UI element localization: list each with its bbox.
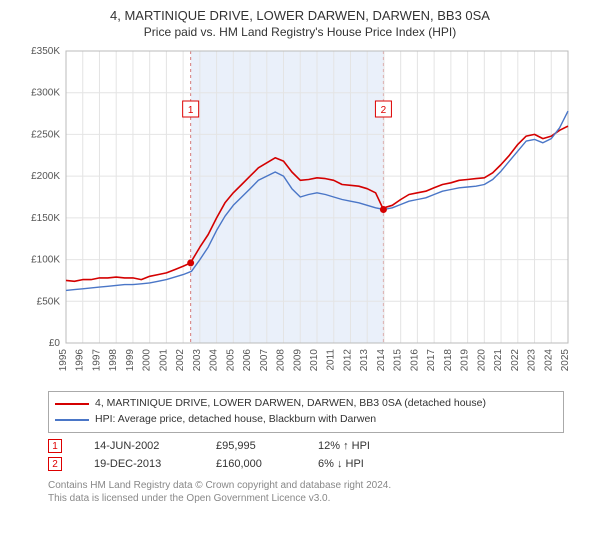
- svg-text:2004: 2004: [209, 349, 220, 372]
- svg-text:2012: 2012: [342, 349, 353, 372]
- txn-price: £95,995: [216, 440, 286, 452]
- txn-date: 14-JUN-2002: [94, 440, 184, 452]
- svg-text:2025: 2025: [560, 349, 571, 372]
- svg-text:2002: 2002: [175, 349, 186, 372]
- svg-text:1998: 1998: [108, 349, 119, 372]
- legend-swatch-series2: [55, 419, 89, 421]
- svg-text:£50K: £50K: [37, 296, 61, 307]
- svg-text:2010: 2010: [309, 349, 320, 372]
- txn-date: 19-DEC-2013: [94, 458, 184, 470]
- svg-text:2: 2: [381, 105, 387, 116]
- txn-price: £160,000: [216, 458, 286, 470]
- chart-subtitle: Price paid vs. HM Land Registry's House …: [8, 25, 592, 39]
- txn-delta: 12% ↑ HPI: [318, 440, 370, 452]
- svg-text:1997: 1997: [91, 349, 102, 372]
- svg-text:1995: 1995: [58, 349, 69, 372]
- svg-text:2000: 2000: [142, 349, 153, 372]
- svg-text:2024: 2024: [543, 349, 554, 372]
- transaction-row: 1 14-JUN-2002 £95,995 12% ↑ HPI: [48, 437, 564, 455]
- svg-text:2014: 2014: [376, 349, 387, 372]
- legend-swatch-series1: [55, 403, 89, 405]
- svg-text:1996: 1996: [75, 349, 86, 372]
- svg-text:2001: 2001: [158, 349, 169, 372]
- footer-line: This data is licensed under the Open Gov…: [48, 492, 564, 505]
- svg-text:2022: 2022: [510, 349, 521, 372]
- transactions-table: 1 14-JUN-2002 £95,995 12% ↑ HPI 2 19-DEC-2013…: [48, 437, 564, 473]
- svg-text:£300K: £300K: [31, 88, 60, 99]
- svg-text:2005: 2005: [225, 349, 236, 372]
- svg-text:2019: 2019: [460, 349, 471, 372]
- legend-label-series2: HPI: Average price, detached house, Blac…: [95, 412, 376, 428]
- chart-title: 4, MARTINIQUE DRIVE, LOWER DARWEN, DARWE…: [8, 8, 592, 23]
- svg-text:2003: 2003: [192, 349, 203, 372]
- svg-text:1: 1: [188, 105, 194, 116]
- svg-text:2009: 2009: [292, 349, 303, 372]
- legend-label-series1: 4, MARTINIQUE DRIVE, LOWER DARWEN, DARWE…: [95, 396, 486, 412]
- transaction-row: 2 19-DEC-2013 £160,000 6% ↓ HPI: [48, 455, 564, 473]
- footer-line: Contains HM Land Registry data © Crown c…: [48, 479, 564, 492]
- svg-text:£200K: £200K: [31, 171, 60, 182]
- svg-text:2017: 2017: [426, 349, 437, 372]
- line-chart-svg: £0 £50K £100K £150K £200K £250K £300K £350K 1995…: [20, 45, 580, 385]
- svg-text:£150K: £150K: [31, 213, 60, 224]
- legend-row: HPI: Average price, detached house, Blac…: [55, 412, 557, 428]
- svg-text:2023: 2023: [527, 349, 538, 372]
- svg-text:1999: 1999: [125, 349, 136, 372]
- svg-text:£350K: £350K: [31, 46, 60, 57]
- chart-area: £0 £50K £100K £150K £200K £250K £300K £350K 1995…: [20, 45, 580, 385]
- svg-text:2016: 2016: [409, 349, 420, 372]
- svg-text:2011: 2011: [326, 349, 337, 371]
- svg-text:2007: 2007: [259, 349, 270, 372]
- svg-text:2013: 2013: [359, 349, 370, 372]
- svg-text:2015: 2015: [393, 349, 404, 372]
- txn-delta: 6% ↓ HPI: [318, 458, 364, 470]
- svg-text:£250K: £250K: [31, 129, 60, 140]
- footer-attribution: Contains HM Land Registry data © Crown c…: [48, 479, 564, 505]
- svg-text:2006: 2006: [242, 349, 253, 372]
- txn-marker: 1: [48, 439, 62, 453]
- svg-text:2021: 2021: [493, 349, 504, 372]
- svg-text:2008: 2008: [276, 349, 287, 372]
- legend-row: 4, MARTINIQUE DRIVE, LOWER DARWEN, DARWE…: [55, 396, 557, 412]
- svg-text:£0: £0: [49, 338, 61, 349]
- txn-marker: 2: [48, 457, 62, 471]
- svg-text:£100K: £100K: [31, 255, 60, 266]
- svg-text:2018: 2018: [443, 349, 454, 372]
- svg-text:2020: 2020: [476, 349, 487, 372]
- legend: 4, MARTINIQUE DRIVE, LOWER DARWEN, DARWE…: [48, 391, 564, 433]
